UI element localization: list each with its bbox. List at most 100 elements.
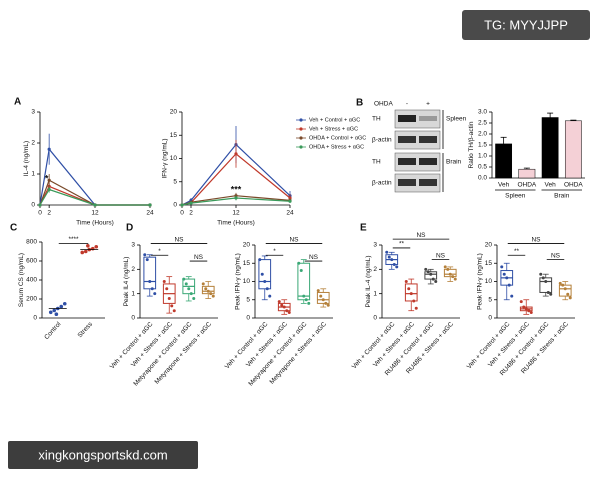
y-tick-label: 5 xyxy=(173,178,177,185)
watermark: xingkongsportskd.com xyxy=(38,447,167,462)
point xyxy=(268,294,272,298)
blot-row: β-actin xyxy=(372,180,392,187)
y-tick-label: 10 xyxy=(485,278,493,285)
y-tick-label: 0 xyxy=(31,202,35,209)
y-tick-label: 15 xyxy=(485,260,493,267)
panel-letter: C xyxy=(10,223,17,234)
point xyxy=(47,187,51,192)
x-tick-label: OHDA xyxy=(517,182,536,189)
y-tick-label: 10 xyxy=(243,278,251,285)
significance: ** xyxy=(399,241,405,248)
y-tick-label: 1 xyxy=(373,290,377,297)
significance: NS xyxy=(416,232,426,239)
point xyxy=(285,309,289,313)
blot-lane: + xyxy=(426,101,430,108)
point xyxy=(307,301,311,305)
point xyxy=(429,272,433,276)
point xyxy=(519,300,523,304)
x-tick-label: Veh xyxy=(498,182,510,189)
y-axis-label: Peak IFN-γ (ng/mL) xyxy=(477,253,484,310)
point xyxy=(522,305,526,309)
significance: NS xyxy=(289,236,299,243)
panel-letter: B xyxy=(356,98,363,109)
point xyxy=(500,265,504,269)
significance: **** xyxy=(68,236,79,243)
blot-row: β-actin xyxy=(372,137,392,144)
box xyxy=(539,277,553,293)
blot-row: TH xyxy=(372,116,381,123)
point xyxy=(404,280,408,283)
point xyxy=(529,311,533,315)
bar xyxy=(495,143,513,179)
point xyxy=(94,244,99,249)
point xyxy=(431,277,435,281)
series-line xyxy=(181,197,291,206)
point xyxy=(54,312,59,317)
y-tick-label: 0 xyxy=(173,202,177,209)
blot-tissue: Spleen xyxy=(446,116,467,123)
y-tick-label: 800 xyxy=(26,239,37,246)
box xyxy=(258,259,272,290)
watermark-box xyxy=(462,10,590,40)
point xyxy=(288,199,292,203)
group-label: Spleen xyxy=(505,193,526,200)
bar xyxy=(518,168,536,179)
point xyxy=(510,294,514,298)
point xyxy=(280,303,284,307)
point xyxy=(182,277,186,281)
y-axis-label: Peak IL4 (ng/mL) xyxy=(123,257,130,307)
point xyxy=(47,147,51,151)
panel-letter: E xyxy=(360,223,367,234)
point xyxy=(172,309,176,313)
point xyxy=(566,292,570,296)
y-axis-label: IL-4 (ng/mL) xyxy=(23,141,30,176)
y-tick-label: 15 xyxy=(170,132,178,139)
point xyxy=(297,261,301,265)
y-tick-label: 200 xyxy=(26,296,37,303)
x-axis-label: Time (Hours) xyxy=(76,220,114,227)
point xyxy=(524,307,528,311)
point xyxy=(282,305,286,309)
blot-lane: - xyxy=(406,101,408,108)
point xyxy=(544,280,548,283)
y-tick-label: 20 xyxy=(485,242,493,249)
point xyxy=(47,178,51,182)
point xyxy=(187,287,191,291)
point xyxy=(80,250,85,255)
x-tick-label: 2 xyxy=(47,210,51,217)
x-tick-label: 12 xyxy=(232,210,240,217)
point xyxy=(86,244,90,248)
y-tick-label: 3 xyxy=(373,242,377,249)
point xyxy=(446,267,450,271)
point xyxy=(170,304,174,308)
y-tick-label: 2 xyxy=(373,266,377,273)
y-axis-label: IFN-γ (ng/mL) xyxy=(162,138,169,178)
legend-label: OHDA + Stress + αGC xyxy=(309,144,364,150)
point xyxy=(304,298,308,302)
box xyxy=(558,284,572,297)
point xyxy=(319,294,323,298)
bar xyxy=(564,120,582,179)
point xyxy=(546,290,550,294)
box xyxy=(316,291,330,304)
point xyxy=(265,287,269,291)
point xyxy=(153,292,157,296)
y-axis-label: Peak IFN-γ (ng/mL) xyxy=(235,253,242,310)
y-tick-label: 3.0 xyxy=(478,109,487,116)
significance: NS xyxy=(309,254,319,261)
significance: *** xyxy=(231,184,242,194)
y-tick-label: 400 xyxy=(26,277,37,284)
point xyxy=(321,298,325,302)
y-tick-label: 1 xyxy=(31,171,35,178)
y-tick-label: 5 xyxy=(246,296,250,303)
x-tick-label: 2 xyxy=(189,210,193,217)
point xyxy=(527,309,531,313)
y-tick-label: 2 xyxy=(31,140,35,147)
point xyxy=(165,287,169,291)
significance: NS xyxy=(551,252,561,259)
y-axis-label: Peak IL-4 (ng/mL) xyxy=(365,255,372,307)
legend-marker xyxy=(299,118,303,122)
point xyxy=(326,303,330,307)
significance: * xyxy=(158,248,161,255)
